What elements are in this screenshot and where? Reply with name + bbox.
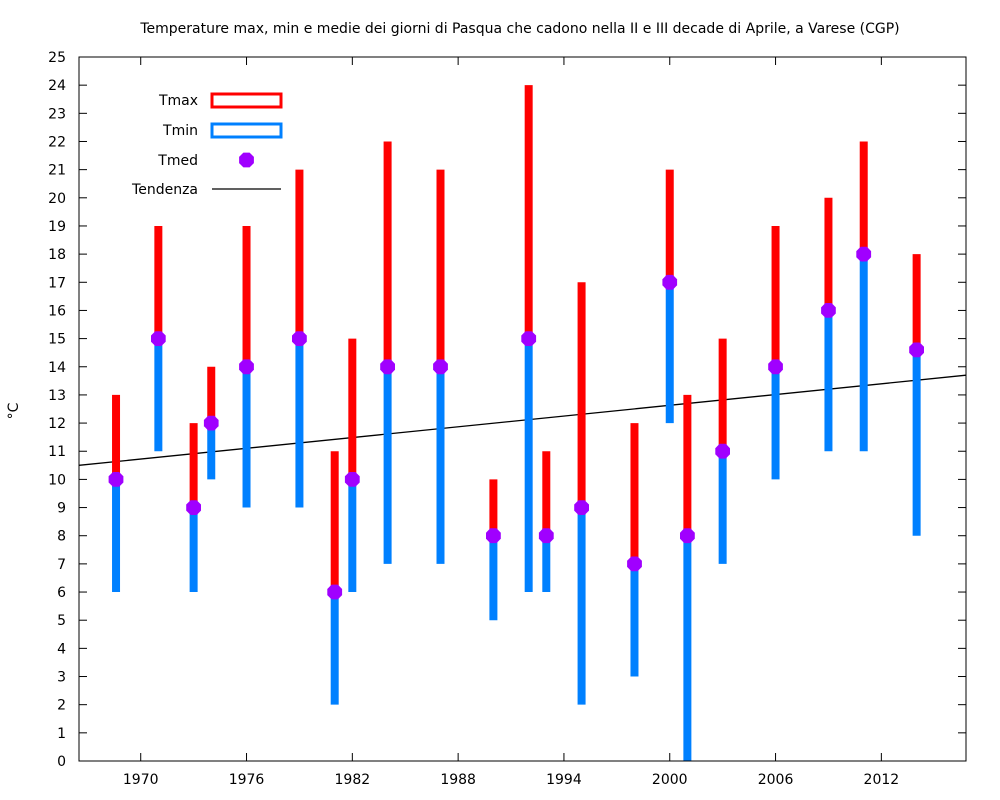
tmed-point [486, 528, 501, 544]
tmed-point [909, 342, 924, 358]
y-tick-label: 25 [48, 50, 66, 66]
y-tick-label: 0 [57, 754, 66, 770]
tmed-point [292, 331, 307, 346]
y-tick-label: 6 [57, 585, 66, 601]
y-tick-label: 16 [48, 303, 66, 319]
tmed-point [344, 472, 360, 487]
legend-swatch [210, 122, 283, 139]
y-tick-label: 18 [48, 247, 66, 263]
tmed-point [151, 331, 166, 346]
tmed-point [574, 500, 589, 515]
x-tick-label: 2006 [758, 772, 794, 788]
x-tick-label: 2000 [652, 772, 688, 788]
tmed-point [538, 528, 554, 544]
x-tick-label: 1988 [440, 772, 476, 788]
y-tick-label: 2 [57, 698, 66, 714]
x-tick-label: 2012 [864, 772, 900, 788]
chart-legend: Tmax Tmin Tmed Tendenza [131, 92, 283, 198]
tmed-point [821, 303, 836, 318]
y-tick-label: 1 [57, 726, 66, 742]
tmed-point [627, 556, 642, 572]
y-tick-label: 13 [48, 388, 66, 404]
legend-swatch [239, 152, 254, 168]
tmed-point [108, 472, 124, 487]
chart-axes: 0123456789101112131415161718192021222324… [48, 50, 966, 788]
trend-line [78, 374, 967, 466]
y-axis-label: °C [6, 402, 22, 419]
tmed-point [380, 359, 395, 375]
plot-frame [78, 56, 967, 762]
y-tick-label: 24 [48, 78, 66, 94]
x-tick-label: 1994 [546, 772, 582, 788]
y-tick-label: 17 [48, 275, 66, 291]
y-tick-label: 22 [48, 134, 66, 150]
y-tick-label: 8 [57, 529, 66, 545]
y-tick-label: 21 [48, 163, 66, 179]
tmed-point [715, 443, 730, 459]
tmed-point [662, 274, 678, 290]
tmed-point [768, 359, 783, 375]
y-tick-label: 9 [57, 501, 66, 517]
tmed-point [239, 359, 254, 375]
y-tick-label: 20 [48, 191, 66, 207]
y-tick-label: 11 [48, 444, 66, 460]
chart-marks [78, 85, 967, 761]
x-tick-label: 1982 [335, 772, 371, 788]
tmed-point [856, 246, 872, 262]
legend-label: Tmin [162, 123, 198, 139]
chart-title: Temperature max, min e medie dei giorni … [139, 21, 899, 37]
tmed-point [521, 331, 537, 346]
y-tick-label: 7 [57, 557, 66, 573]
y-tick-label: 19 [48, 219, 66, 235]
x-tick-label: 1970 [123, 772, 159, 788]
legend-label: Tendenza [131, 182, 198, 198]
tmed-point [433, 359, 448, 375]
legend-swatch [210, 92, 283, 109]
x-tick-label: 1976 [229, 772, 265, 788]
y-tick-label: 10 [48, 472, 66, 488]
tmed-point [680, 528, 695, 544]
y-tick-label: 3 [57, 670, 66, 686]
y-tick-label: 23 [48, 106, 66, 122]
tmed-point [186, 500, 201, 515]
legend-label: Tmax [158, 93, 198, 109]
y-tick-label: 12 [48, 416, 66, 432]
tmed-point [327, 584, 343, 600]
y-tick-label: 15 [48, 332, 66, 348]
legend-label: Tmed [157, 153, 198, 169]
y-tick-label: 14 [48, 360, 66, 376]
tmed-point [203, 415, 219, 431]
y-tick-label: 4 [57, 641, 66, 657]
y-tick-label: 5 [57, 613, 66, 629]
